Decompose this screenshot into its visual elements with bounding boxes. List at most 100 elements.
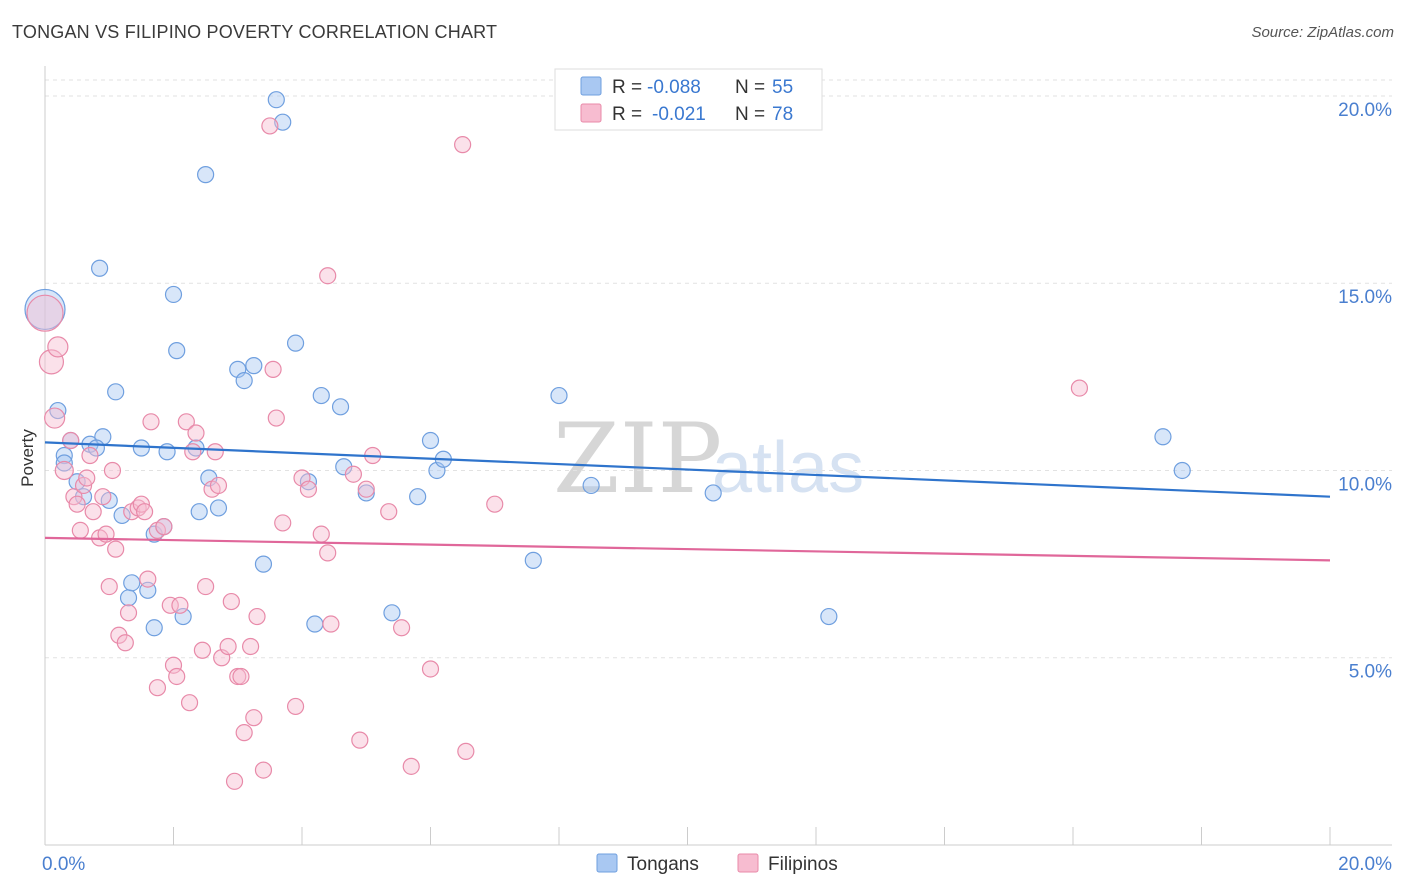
legend-swatch-tongans bbox=[580, 76, 602, 96]
point-tongans-37 bbox=[306, 615, 324, 633]
point-filipinos-75 bbox=[457, 742, 475, 760]
point-tongans-39 bbox=[331, 398, 350, 416]
point-tongans-15 bbox=[132, 439, 150, 457]
series-legend-label-filipinos: Filipinos bbox=[768, 854, 838, 875]
point-filipinos-56 bbox=[264, 360, 282, 378]
point-tongans-22 bbox=[168, 342, 186, 360]
legend-r-value-tongans: -0.088 bbox=[647, 77, 701, 98]
point-filipinos-1 bbox=[38, 349, 65, 375]
point-filipinos-21 bbox=[119, 604, 138, 622]
trend-line-tongans bbox=[44, 441, 1331, 498]
point-filipinos-55 bbox=[261, 117, 279, 135]
legend-swatch-filipinos bbox=[580, 103, 602, 123]
point-filipinos-8 bbox=[71, 521, 89, 540]
chart-title: TONGAN VS FILIPINO POVERTY CORRELATION C… bbox=[12, 22, 498, 42]
point-filipinos-34 bbox=[171, 596, 189, 614]
legend-n-label-filipinos: N = bbox=[735, 104, 765, 125]
point-filipinos-71 bbox=[392, 619, 411, 637]
point-filipinos-35 bbox=[177, 413, 195, 431]
point-filipinos-51 bbox=[242, 637, 260, 656]
point-tongans-0 bbox=[24, 288, 66, 331]
point-filipinos-30 bbox=[155, 518, 173, 536]
point-tongans-26 bbox=[197, 166, 215, 184]
point-tongans-20 bbox=[158, 443, 176, 461]
point-filipinos-52 bbox=[245, 709, 263, 727]
y-axis-label: Poverty bbox=[18, 429, 37, 487]
point-filipinos-45 bbox=[219, 637, 237, 656]
legend-n-value-filipinos: 78 bbox=[772, 104, 793, 125]
point-tongans-44 bbox=[421, 431, 440, 450]
point-filipinos-26 bbox=[139, 570, 157, 588]
point-filipinos-5 bbox=[62, 431, 80, 450]
point-filipinos-39 bbox=[193, 641, 212, 659]
y-tick-label-5: 5.0% bbox=[1349, 662, 1392, 683]
point-filipinos-64 bbox=[319, 544, 337, 562]
point-filipinos-42 bbox=[206, 443, 224, 461]
legend-r-label-tongans: R = bbox=[612, 77, 642, 98]
point-filipinos-67 bbox=[351, 731, 369, 749]
point-filipinos-17 bbox=[103, 461, 122, 480]
y-tick-label-20: 20.0% bbox=[1338, 100, 1392, 121]
point-filipinos-3 bbox=[44, 407, 66, 429]
y-tick-label-10: 10.0% bbox=[1338, 474, 1392, 495]
point-filipinos-77 bbox=[1070, 379, 1089, 397]
point-tongans-11 bbox=[107, 383, 125, 401]
point-tongans-10 bbox=[91, 259, 109, 277]
trend-line-filipinos bbox=[44, 536, 1331, 562]
x-tick-label-min: 0.0% bbox=[42, 854, 85, 875]
point-tongans-41 bbox=[357, 484, 375, 502]
legend-r-value-filipinos: -0.021 bbox=[652, 104, 706, 125]
point-filipinos-16 bbox=[100, 577, 118, 596]
point-tongans-33 bbox=[267, 91, 285, 109]
point-filipinos-46 bbox=[222, 592, 240, 611]
x-axis-tick-labels: 0.0% 20.0% bbox=[42, 854, 1392, 875]
point-tongans-42 bbox=[383, 604, 401, 622]
point-tongans-47 bbox=[524, 551, 542, 569]
point-tongans-4 bbox=[55, 454, 73, 472]
point-filipinos-47 bbox=[225, 772, 244, 790]
point-tongans-1 bbox=[49, 401, 67, 420]
legend-n-label-tongans: N = bbox=[735, 77, 765, 98]
point-filipinos-36 bbox=[180, 694, 199, 712]
scatter-points bbox=[24, 91, 1191, 790]
point-tongans-38 bbox=[312, 386, 330, 405]
point-tongans-49 bbox=[582, 476, 600, 495]
trend-lines bbox=[44, 441, 1331, 562]
point-filipinos-61 bbox=[299, 480, 318, 498]
point-filipinos-53 bbox=[248, 607, 266, 626]
point-filipinos-25 bbox=[135, 503, 154, 521]
y-axis-tick-labels: 5.0% 10.0% 15.0% 20.0% bbox=[1338, 100, 1392, 683]
point-filipinos-66 bbox=[344, 465, 362, 483]
point-filipinos-0 bbox=[26, 294, 64, 332]
point-tongans-52 bbox=[1154, 428, 1172, 446]
watermark-zip: ZIP bbox=[553, 403, 722, 515]
x-axis-ticks bbox=[173, 827, 1331, 845]
point-filipinos-37 bbox=[184, 443, 202, 461]
point-filipinos-14 bbox=[94, 488, 112, 506]
point-tongans-23 bbox=[174, 607, 192, 626]
point-tongans-28 bbox=[209, 499, 228, 517]
point-filipinos-68 bbox=[357, 480, 375, 498]
point-filipinos-12 bbox=[84, 503, 102, 521]
point-filipinos-72 bbox=[402, 757, 420, 775]
point-filipinos-7 bbox=[68, 495, 86, 513]
point-filipinos-43 bbox=[209, 476, 228, 495]
series-legend-label-tongans: Tongans bbox=[627, 854, 699, 875]
point-tongans-51 bbox=[820, 607, 838, 626]
point-filipinos-62 bbox=[312, 525, 330, 543]
point-filipinos-76 bbox=[486, 495, 504, 513]
point-filipinos-11 bbox=[81, 446, 99, 465]
watermark-atlas: atlas bbox=[712, 428, 864, 508]
point-filipinos-29 bbox=[148, 679, 167, 697]
point-filipinos-54 bbox=[254, 761, 273, 779]
point-filipinos-4 bbox=[54, 460, 74, 481]
point-filipinos-59 bbox=[286, 697, 305, 716]
point-filipinos-2 bbox=[47, 336, 69, 358]
point-tongans-30 bbox=[235, 371, 253, 390]
y-tick-label-15: 15.0% bbox=[1338, 287, 1392, 308]
point-filipinos-27 bbox=[142, 413, 160, 431]
point-tongans-31 bbox=[245, 357, 263, 375]
point-tongans-50 bbox=[704, 484, 722, 502]
point-filipinos-33 bbox=[168, 667, 186, 686]
